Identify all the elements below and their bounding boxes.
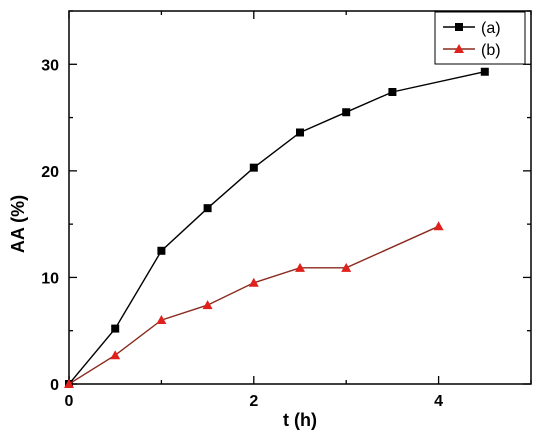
data-point — [296, 128, 304, 137]
legend-swatch-marker — [454, 44, 464, 53]
legend: (a) (b) — [434, 11, 526, 65]
axis-ticks: 0 2 4 0 10 20 30 — [41, 10, 532, 410]
legend-label: (a) — [481, 20, 501, 37]
data-point — [111, 324, 120, 333]
data-point — [203, 204, 212, 213]
data-point — [157, 246, 166, 255]
data-point — [249, 163, 258, 172]
series-line — [68, 225, 439, 385]
plot-border — [68, 10, 532, 385]
series-a — [65, 67, 489, 388]
data-point — [480, 67, 489, 76]
y-tick-label: 30 — [41, 57, 59, 74]
data-point — [202, 300, 213, 310]
plot-frame — [68, 10, 532, 385]
series-line — [68, 71, 485, 385]
legend-box — [434, 11, 526, 65]
x-tick-label: 4 — [434, 393, 443, 410]
series-layer — [64, 67, 489, 388]
data-point — [342, 108, 351, 117]
legend-label: (b) — [481, 42, 501, 59]
y-tick-label: 0 — [50, 377, 59, 394]
data-point — [341, 262, 352, 272]
y-tick-label: 10 — [41, 270, 59, 287]
y-axis-label: AA (%) — [8, 195, 28, 253]
legend-swatch-marker — [455, 23, 463, 31]
data-point — [433, 221, 444, 231]
y-tick-label: 20 — [41, 164, 59, 181]
x-tick-label: 2 — [249, 393, 258, 410]
data-point — [156, 315, 167, 325]
x-axis-label: t (h) — [283, 410, 317, 430]
data-point — [110, 350, 121, 360]
data-point — [295, 262, 305, 272]
data-point — [248, 277, 259, 287]
series-b — [64, 221, 444, 388]
data-point — [64, 379, 74, 388]
x-tick-label: 0 — [65, 393, 74, 410]
data-point — [388, 87, 397, 96]
